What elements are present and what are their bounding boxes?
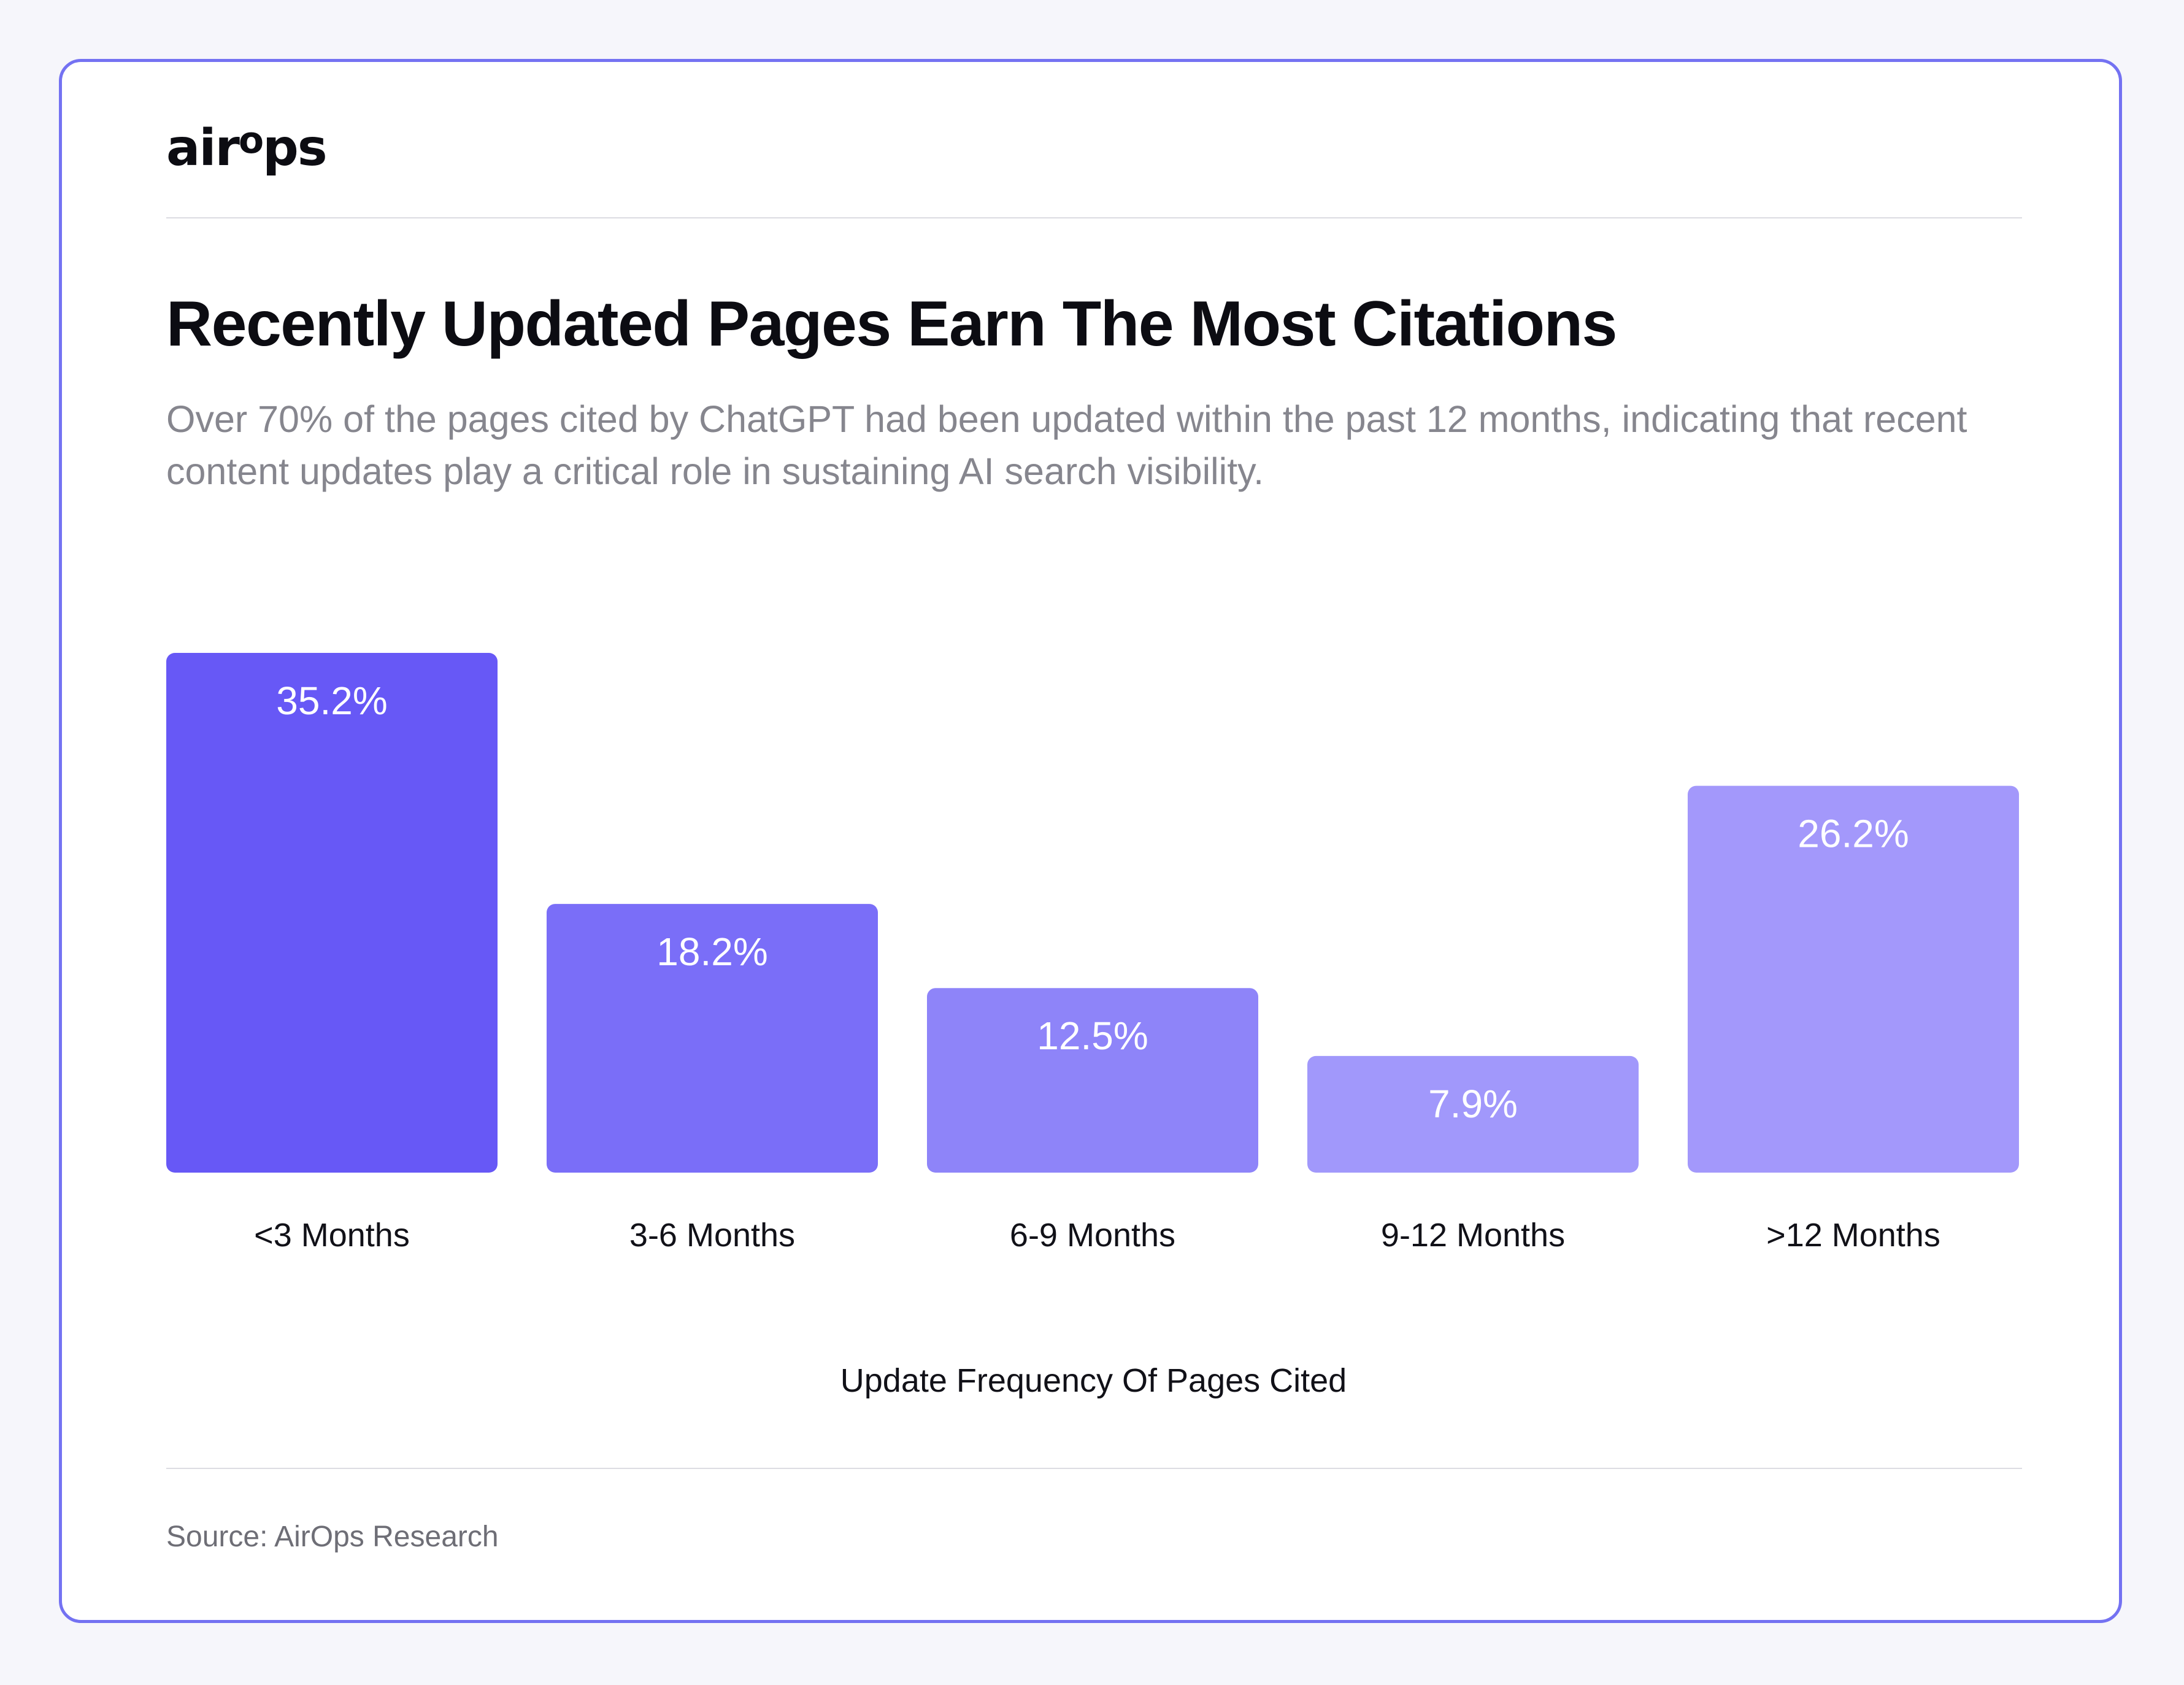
bar-value-label: 26.2% bbox=[1798, 812, 1909, 856]
bar-group: 35.2% <3 Months bbox=[166, 653, 498, 1254]
bar-value-label: 18.2% bbox=[656, 930, 767, 974]
bar-chart: 35.2% <3 Months 18.2% 3-6 Months 12.5% 6-9 Mo… bbox=[166, 653, 2019, 1254]
bar bbox=[547, 904, 878, 1173]
category-label: 3-6 Months bbox=[629, 1217, 795, 1254]
category-label: 6-9 Months bbox=[1010, 1217, 1175, 1254]
bar-value-label: 35.2% bbox=[276, 679, 387, 723]
bar bbox=[1307, 1055, 1639, 1173]
bar-group: 12.5% 6-9 Months bbox=[927, 988, 1258, 1254]
airops-logo: airops bbox=[166, 119, 328, 177]
category-label: >12 Months bbox=[1766, 1217, 1940, 1254]
chart-title: Recently Updated Pages Earn The Most Cit… bbox=[166, 288, 1617, 360]
category-label: 9-12 Months bbox=[1381, 1217, 1565, 1254]
source-note: Source: AirOps Research bbox=[166, 1521, 499, 1553]
bar-value-label: 12.5% bbox=[1037, 1014, 1148, 1058]
chart-card: airops Recently Updated Pages Earn The M… bbox=[59, 59, 2122, 1623]
bar bbox=[166, 653, 498, 1173]
bar-group: 26.2% >12 Months bbox=[1688, 785, 2019, 1254]
bar bbox=[1688, 785, 2019, 1173]
bar-group: 7.9% 9-12 Months bbox=[1307, 1055, 1639, 1254]
x-axis-label: Update Frequency Of Pages Cited bbox=[840, 1362, 1347, 1399]
bar-value-label: 7.9% bbox=[1428, 1082, 1518, 1126]
bar bbox=[927, 988, 1258, 1173]
footer-divider bbox=[166, 1468, 2022, 1469]
chart-subtitle: Over 70% of the pages cited by ChatGPT h… bbox=[166, 398, 1967, 492]
header-divider bbox=[166, 217, 2022, 218]
bar-group: 18.2% 3-6 Months bbox=[547, 904, 878, 1254]
category-label: <3 Months bbox=[254, 1217, 410, 1254]
